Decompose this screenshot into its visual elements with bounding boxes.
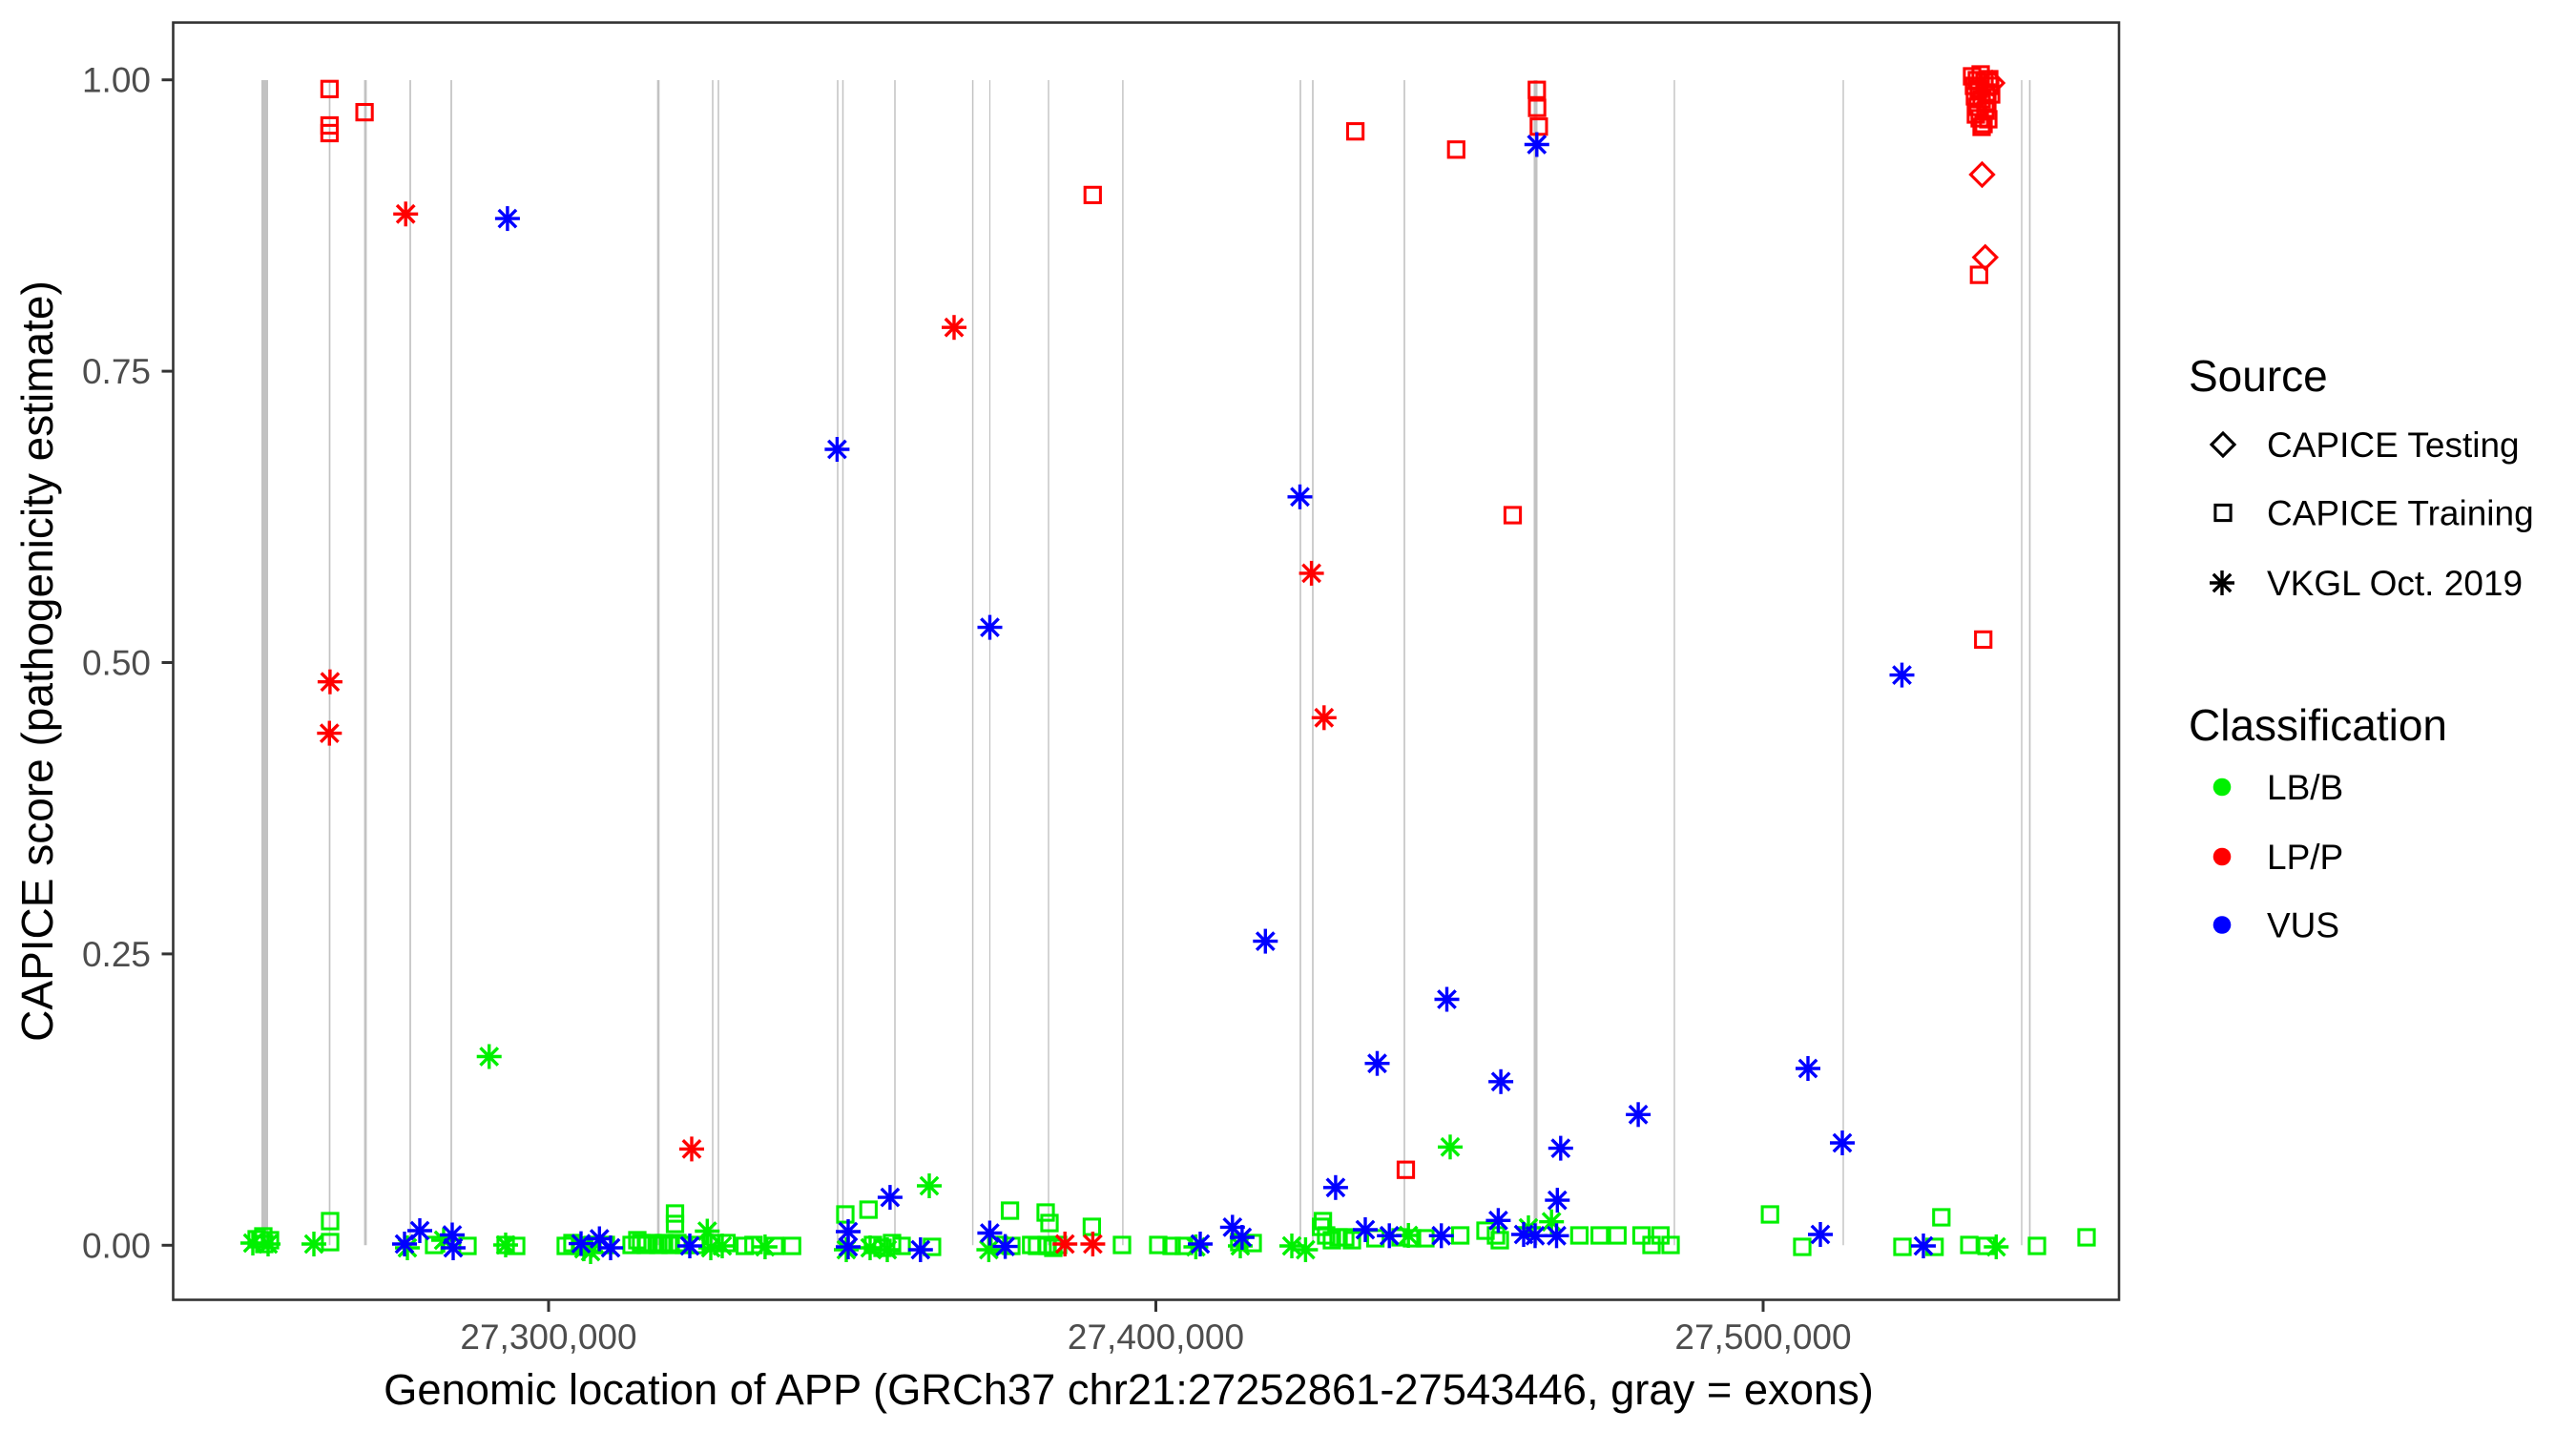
svg-text:LP/P: LP/P [2267, 838, 2343, 877]
svg-text:1.00: 1.00 [82, 61, 151, 100]
svg-text:27,300,000: 27,300,000 [460, 1317, 636, 1357]
svg-text:LB/B: LB/B [2267, 768, 2343, 807]
svg-text:0.50: 0.50 [82, 644, 151, 683]
svg-text:27,400,000: 27,400,000 [1068, 1317, 1244, 1357]
svg-text:CAPICE Training: CAPICE Training [2267, 494, 2534, 533]
svg-text:0.25: 0.25 [82, 935, 151, 974]
svg-text:0.00: 0.00 [82, 1226, 151, 1265]
svg-text:VKGL Oct. 2019: VKGL Oct. 2019 [2267, 564, 2523, 603]
svg-text:27,500,000: 27,500,000 [1674, 1317, 1851, 1357]
svg-text:Classification: Classification [2189, 700, 2447, 750]
svg-text:Genomic location of APP (GRCh3: Genomic location of APP (GRCh37 chr21:27… [384, 1365, 1874, 1414]
svg-text:0.75: 0.75 [82, 352, 151, 391]
svg-text:CAPICE score (pathogenicity es: CAPICE score (pathogenicity estimate) [12, 280, 62, 1042]
svg-text:CAPICE Testing: CAPICE Testing [2267, 425, 2520, 465]
svg-text:VUS: VUS [2267, 906, 2339, 945]
svg-text:Source: Source [2189, 351, 2328, 401]
